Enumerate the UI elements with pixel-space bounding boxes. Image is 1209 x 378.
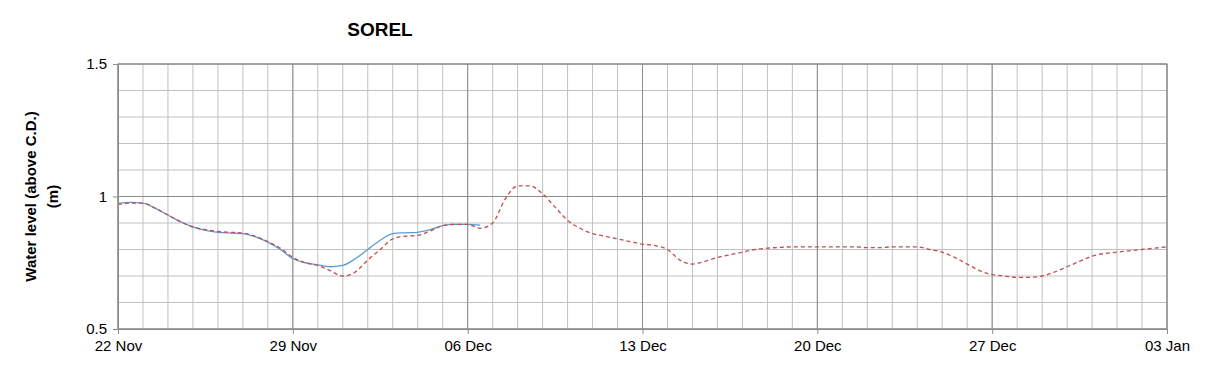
tick-mark	[468, 329, 469, 334]
minor-grid-line	[118, 196, 1167, 197]
y-axis: 0.5 1 1.5	[86, 55, 118, 337]
series-line	[118, 202, 480, 266]
tick: 29 Nov	[270, 329, 318, 354]
tick: 0.5	[86, 320, 118, 337]
plot-frame	[118, 64, 1167, 329]
tick: 20 Dec	[794, 329, 842, 354]
x-axis: 22 Nov 29 Nov 06 Dec 13 Dec 20 Dec 27 Dec 03 J…	[95, 329, 1190, 354]
tick-label: 27 Dec	[969, 337, 1017, 354]
tick-mark	[1167, 329, 1168, 334]
tick-mark	[113, 64, 118, 65]
chart: 22 Nov 29 Nov 06 Dec 13 Dec 20 Dec 27 Dec 03 J…	[0, 0, 1209, 378]
tick-label: 0.5	[86, 320, 107, 337]
tick: 1	[99, 188, 118, 205]
tick-mark	[293, 329, 294, 334]
tick: 06 Dec	[444, 329, 492, 354]
grid	[118, 64, 1167, 329]
series-line	[118, 186, 1167, 277]
tick-label: 1.5	[86, 55, 107, 72]
title: SOREL	[347, 19, 413, 40]
tick-label: 22 Nov	[95, 337, 143, 354]
tick: 1.5	[86, 55, 118, 72]
tick-mark	[992, 329, 993, 334]
tick-label: 29 Nov	[270, 337, 318, 354]
y-axis-title: (m)	[44, 185, 61, 208]
tick-label: 1	[99, 188, 107, 205]
tick: 27 Dec	[969, 329, 1017, 354]
tick-mark	[113, 197, 118, 198]
tick-label: 13 Dec	[619, 337, 667, 354]
plot-area	[118, 186, 1167, 277]
y-axis-title: Water level (above C.D.)	[22, 111, 39, 281]
tick-mark	[817, 329, 818, 334]
tick: 03 Jan	[1145, 329, 1190, 354]
tick-label: 06 Dec	[444, 337, 492, 354]
tick: 13 Dec	[619, 329, 667, 354]
tick-label: 03 Jan	[1145, 337, 1190, 354]
grid-line	[118, 196, 1167, 197]
tick-mark	[113, 329, 118, 330]
tick-label: 20 Dec	[794, 337, 842, 354]
axis-line	[119, 330, 1168, 335]
tick-mark	[643, 329, 644, 334]
